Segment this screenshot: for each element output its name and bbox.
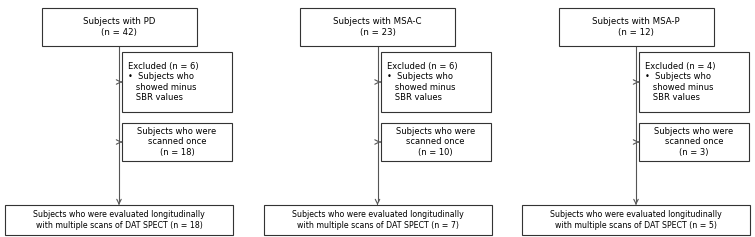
Bar	[639, 123, 749, 161]
Bar	[559, 8, 713, 46]
Text: Subjects with MSA-C
(n = 23): Subjects with MSA-C (n = 23)	[333, 17, 422, 37]
Bar	[5, 205, 233, 235]
Bar	[263, 205, 492, 235]
Text: Subjects who were
scanned once
(n = 10): Subjects who were scanned once (n = 10)	[396, 127, 475, 157]
Text: Subjects with PD
(n = 42): Subjects with PD (n = 42)	[83, 17, 156, 37]
Bar	[122, 123, 232, 161]
Text: Subjects with MSA-P
(n = 12): Subjects with MSA-P (n = 12)	[592, 17, 680, 37]
Bar	[381, 52, 491, 112]
Bar	[122, 52, 232, 112]
Text: Subjects who were
scanned once
(n = 18): Subjects who were scanned once (n = 18)	[137, 127, 217, 157]
Text: Excluded (n = 6)
•  Subjects who
   showed minus
   SBR values: Excluded (n = 6) • Subjects who showed m…	[128, 62, 199, 102]
Text: Excluded (n = 6)
•  Subjects who
   showed minus
   SBR values: Excluded (n = 6) • Subjects who showed m…	[387, 62, 457, 102]
Text: Subjects who were evaluated longitudinally
with multiple scans of DAT SPECT (n =: Subjects who were evaluated longitudinal…	[291, 210, 464, 230]
Bar	[639, 52, 749, 112]
Bar	[522, 205, 750, 235]
Bar	[42, 8, 196, 46]
Text: Excluded (n = 4)
•  Subjects who
   showed minus
   SBR values: Excluded (n = 4) • Subjects who showed m…	[645, 62, 716, 102]
Text: Subjects who were evaluated longitudinally
with multiple scans of DAT SPECT (n =: Subjects who were evaluated longitudinal…	[550, 210, 722, 230]
Text: Subjects who were evaluated longitudinally
with multiple scans of DAT SPECT (n =: Subjects who were evaluated longitudinal…	[33, 210, 205, 230]
Text: Subjects who were
scanned once
(n = 3): Subjects who were scanned once (n = 3)	[655, 127, 734, 157]
Bar	[381, 123, 491, 161]
Bar	[300, 8, 455, 46]
